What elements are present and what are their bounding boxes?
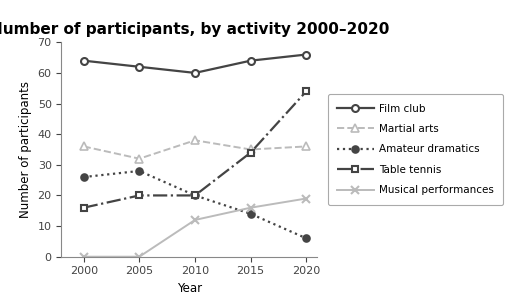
Musical performances	[192, 218, 198, 222]
Amateur dramatics	[303, 236, 309, 240]
Film club	[192, 71, 198, 75]
Amateur dramatics	[136, 169, 142, 173]
Table tennis	[136, 194, 142, 197]
Martial arts	[192, 139, 198, 142]
Musical performances	[136, 255, 142, 259]
Y-axis label: Number of participants: Number of participants	[19, 81, 32, 218]
Film club	[248, 59, 254, 63]
Musical performances	[303, 197, 309, 200]
X-axis label: Year: Year	[177, 282, 202, 295]
Table tennis	[80, 206, 87, 210]
Line: Amateur dramatics: Amateur dramatics	[80, 168, 310, 242]
Martial arts	[136, 157, 142, 160]
Martial arts	[80, 145, 87, 148]
Table tennis	[248, 151, 254, 154]
Title: Number of participants, by activity 2000–2020: Number of participants, by activity 2000…	[0, 22, 389, 37]
Legend: Film club, Martial arts, Amateur dramatics, Table tennis, Musical performances: Film club, Martial arts, Amateur dramati…	[328, 94, 503, 205]
Film club	[303, 53, 309, 56]
Film club	[80, 59, 87, 63]
Amateur dramatics	[80, 175, 87, 179]
Musical performances	[80, 255, 87, 259]
Line: Table tennis: Table tennis	[80, 88, 310, 211]
Martial arts	[248, 148, 254, 151]
Line: Martial arts: Martial arts	[79, 136, 310, 163]
Musical performances	[248, 206, 254, 210]
Line: Film club: Film club	[80, 51, 310, 76]
Martial arts	[303, 145, 309, 148]
Table tennis	[192, 194, 198, 197]
Amateur dramatics	[192, 194, 198, 197]
Line: Musical performances: Musical performances	[79, 194, 310, 261]
Film club	[136, 65, 142, 69]
Amateur dramatics	[248, 212, 254, 216]
Table tennis	[303, 89, 309, 93]
